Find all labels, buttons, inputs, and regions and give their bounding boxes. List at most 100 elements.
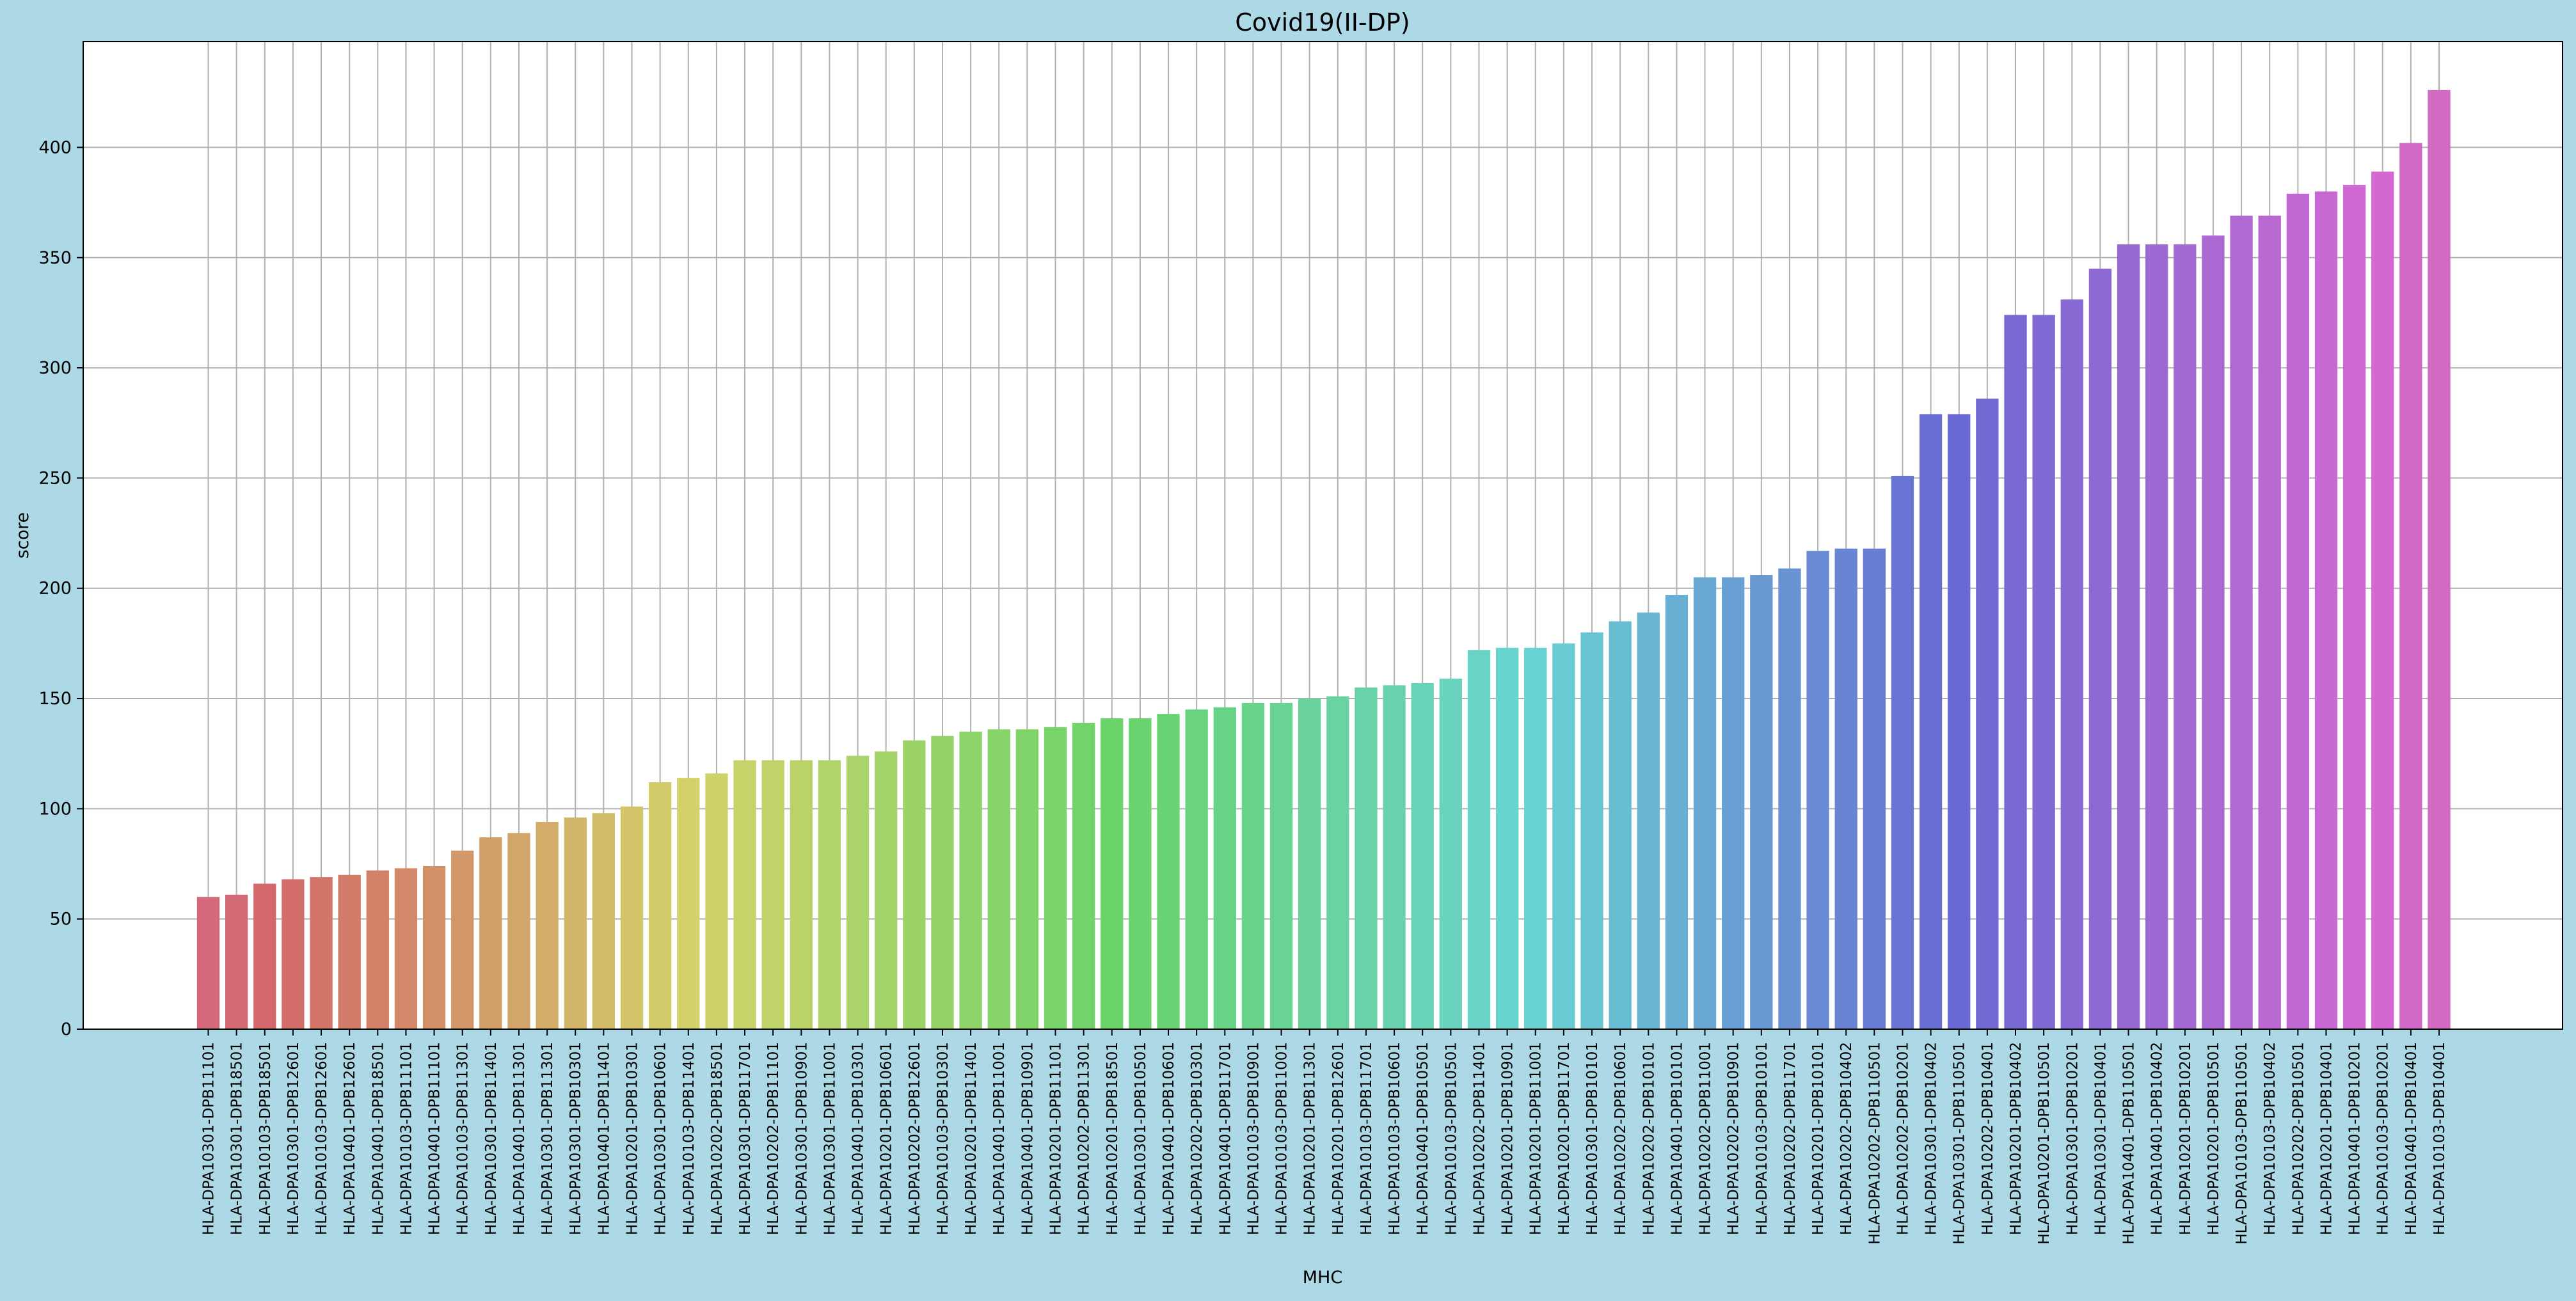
x-axis-ticks: HLA-DPA10301-DPB11101 HLA-DPA10301-DPB185… [201, 1029, 2448, 1245]
bar [1750, 575, 1773, 1029]
x-tick-label: HLA-DPA10201-DPB11101 [1047, 1042, 1064, 1235]
bar [1411, 682, 1434, 1029]
bar [1778, 568, 1801, 1029]
x-tick-label: HLA-DPA10401-DPB10402 [2149, 1042, 2166, 1235]
x-tick-label: HLA-DPA10103-DPB10901 [1245, 1042, 1262, 1235]
bar [338, 874, 361, 1029]
x-tick-label: HLA-DPA10202-DPB18501 [709, 1042, 726, 1235]
bar [1269, 702, 1293, 1029]
x-tick-label: HLA-DPA10201-DPB10101 [1810, 1042, 1827, 1235]
x-tick-label: HLA-DPA10103-DPB110501 [2234, 1042, 2250, 1245]
x-tick-label: HLA-DPA10201-DPB11001 [1528, 1042, 1545, 1235]
bar [2004, 315, 2027, 1029]
bar [310, 877, 333, 1029]
bar [1101, 718, 1124, 1029]
x-tick-label: HLA-DPA10401-DPB11301 [511, 1042, 528, 1235]
bar [761, 760, 784, 1029]
y-tick-label: 200 [38, 579, 72, 599]
bar [2399, 143, 2422, 1029]
x-tick-label: HLA-DPA10202-DPB10402 [1838, 1042, 1855, 1235]
bar [592, 813, 616, 1029]
x-tick-label: HLA-DPA10401-DPB10301 [850, 1042, 867, 1235]
x-tick-label: HLA-DPA10301-DPB10402 [1923, 1042, 1940, 1235]
bar [366, 870, 389, 1029]
bar [1383, 685, 1406, 1029]
x-tick-label: HLA-DPA10103-DPB10501 [1443, 1042, 1459, 1235]
y-tick-label: 50 [50, 910, 72, 929]
bar [1495, 647, 1519, 1029]
y-tick-label: 150 [38, 689, 72, 709]
x-tick-label: HLA-DPA10301-DPB10901 [793, 1042, 810, 1235]
x-tick-label: HLA-DPA10301-DPB11301 [539, 1042, 556, 1235]
bar [1355, 687, 1378, 1029]
x-tick-label: HLA-DPA10201-DPB12601 [1330, 1042, 1347, 1235]
bar [875, 751, 898, 1029]
x-tick-label: HLA-DPA10301-DPB18501 [229, 1042, 246, 1235]
x-tick-label: HLA-DPA10401-DPB10201 [2347, 1042, 2364, 1235]
bar [987, 729, 1010, 1029]
x-tick-label: HLA-DPA10202-DPB10901 [1726, 1042, 1742, 1235]
bar [1722, 577, 1745, 1029]
chart-title: Covid19(II-DP) [1235, 8, 1410, 36]
y-tick-label: 0 [61, 1020, 72, 1039]
x-tick-label: HLA-DPA10401-DPB18501 [370, 1042, 386, 1235]
bar [648, 782, 672, 1029]
x-tick-label: HLA-DPA10103-DPB10601 [1387, 1042, 1403, 1235]
bar [733, 760, 756, 1029]
bar [2145, 244, 2168, 1030]
x-tick-label: HLA-DPA10401-DPB11401 [596, 1042, 612, 1235]
x-axis-label: MHC [1303, 1268, 1342, 1288]
x-tick-label: HLA-DPA10202-DPB10301 [1189, 1042, 1205, 1235]
bar [2371, 171, 2394, 1029]
bar [2174, 244, 2197, 1030]
bar [1976, 398, 1999, 1029]
bar [2060, 299, 2083, 1029]
bar [1693, 577, 1717, 1029]
x-tick-label: HLA-DPA10201-DPB10901 [1500, 1042, 1516, 1235]
bar [1552, 643, 1575, 1029]
x-tick-label: HLA-DPA10202-DPB11701 [1782, 1042, 1799, 1235]
y-tick-label: 400 [38, 138, 72, 157]
bar [253, 883, 276, 1029]
bar [1298, 698, 1321, 1029]
bar [705, 773, 728, 1029]
bar [931, 736, 954, 1029]
x-tick-label: HLA-DPA10301-DPB11001 [822, 1042, 838, 1235]
x-tick-label: HLA-DPA10103-DPB11301 [455, 1042, 472, 1235]
bar [2032, 315, 2055, 1029]
bar [1241, 702, 1265, 1029]
x-tick-label: HLA-DPA10103-DPB11701 [1358, 1042, 1375, 1235]
x-tick-label: HLA-DPA10201-DPB10601 [879, 1042, 895, 1235]
bar [536, 822, 559, 1029]
x-tick-label: HLA-DPA10201-DPB11301 [1302, 1042, 1319, 1235]
bar [282, 879, 305, 1029]
x-tick-label: HLA-DPA10401-DPB11101 [427, 1042, 443, 1235]
bar [564, 817, 587, 1029]
bar [2230, 216, 2253, 1030]
bar [1439, 679, 1463, 1029]
x-tick-label: HLA-DPA10202-DPB10101 [1641, 1042, 1657, 1235]
y-tick-label: 100 [38, 799, 72, 819]
x-tick-label: HLA-DPA10401-DPB110501 [2121, 1042, 2138, 1245]
bar [2117, 244, 2140, 1030]
y-tick-label: 300 [38, 358, 72, 378]
x-tick-label: HLA-DPA10202-DPB10501 [2290, 1042, 2307, 1235]
x-tick-label: HLA-DPA10301-DPB12601 [285, 1042, 302, 1235]
bar [394, 868, 418, 1029]
bar [2258, 216, 2281, 1030]
x-tick-label: HLA-DPA10301-DPB11701 [737, 1042, 754, 1235]
x-tick-label: HLA-DPA10202-DPB11301 [1076, 1042, 1093, 1235]
bar [2342, 185, 2366, 1030]
x-tick-label: HLA-DPA10103-DPB18501 [257, 1042, 274, 1235]
bar [1637, 612, 1660, 1029]
bar [1326, 696, 1349, 1029]
bar [903, 740, 926, 1029]
bar [2428, 90, 2451, 1030]
bar [620, 806, 644, 1029]
x-tick-label: HLA-DPA10401-DPB11701 [1217, 1042, 1234, 1235]
x-tick-label: HLA-DPA10201-DPB11701 [1556, 1042, 1573, 1235]
bar [1213, 707, 1236, 1029]
x-tick-label: HLA-DPA10202-DPB11001 [1697, 1042, 1714, 1235]
bar [196, 897, 220, 1029]
